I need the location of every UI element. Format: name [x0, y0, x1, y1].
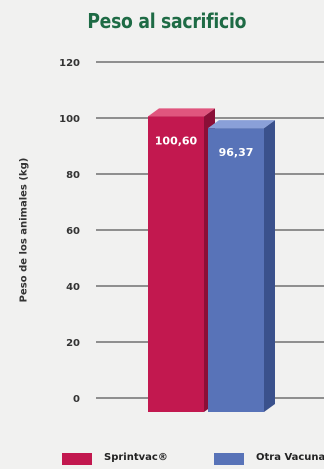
bar-side	[264, 120, 275, 412]
bar	[208, 128, 264, 412]
data-label: 96,37	[219, 146, 254, 159]
y-tick-label: 100	[59, 114, 80, 125]
bar-top	[208, 120, 275, 129]
legend-swatch-sprintvac	[62, 453, 92, 465]
legend-label-sprintvac: Sprintvac®	[104, 452, 168, 463]
y-tick-label: 60	[66, 226, 80, 237]
y-tick-label: 20	[66, 338, 80, 349]
legend-label-otra-vacuna: Otra Vacuna	[256, 452, 324, 463]
data-label: 100,60	[155, 134, 198, 147]
legend: Sprintvac® Otra Vacuna	[0, 448, 324, 469]
legend-swatch-otra-vacuna	[214, 453, 244, 465]
y-tick-label: 40	[66, 282, 80, 293]
chart-title: Peso al sacrificio	[87, 9, 247, 33]
bar-top	[148, 108, 215, 117]
bar	[148, 116, 204, 412]
y-tick-label: 0	[73, 394, 80, 405]
y-tick-label: 120	[59, 58, 80, 69]
bar-chart: 0 20 40 60 80 100 120 100,60 96,37	[59, 58, 324, 412]
y-tick-label: 80	[66, 170, 80, 181]
